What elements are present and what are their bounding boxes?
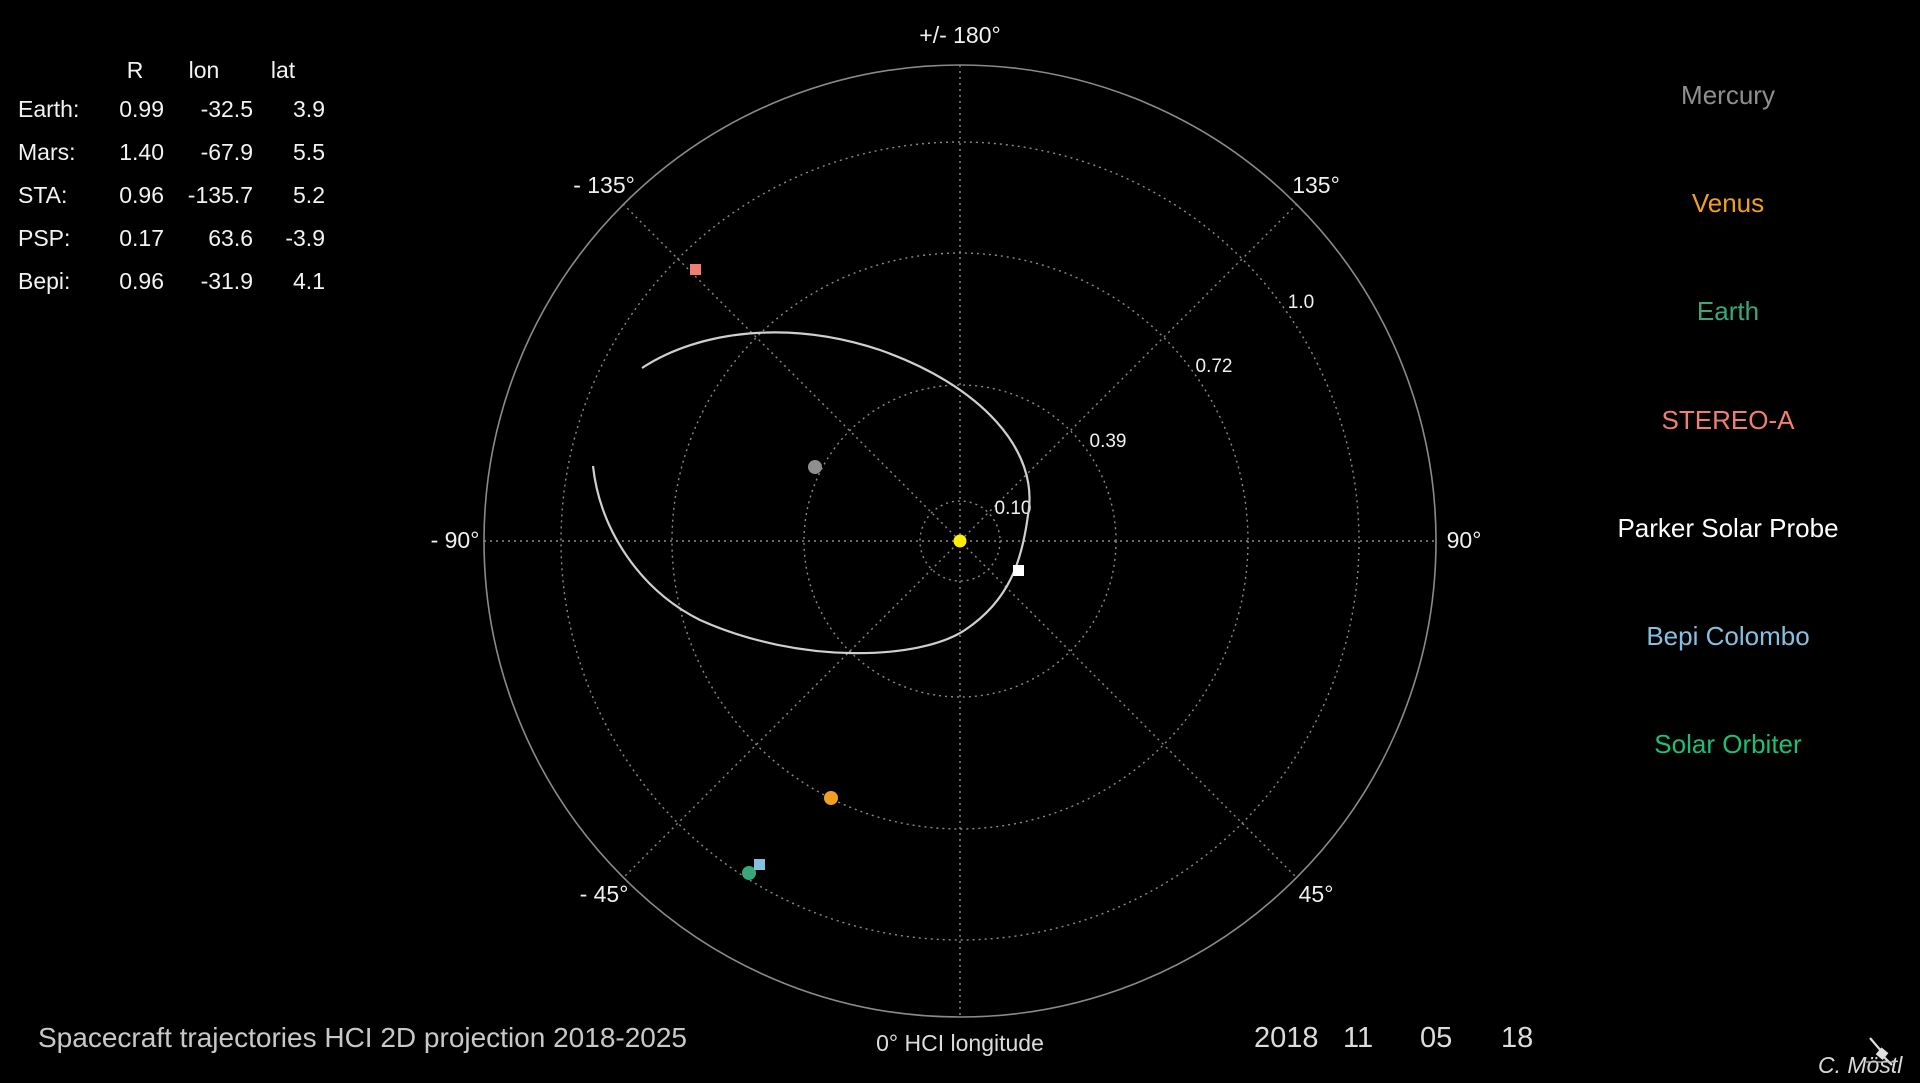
row-lon: -31.9 [200,268,253,294]
angle-label-180: +/- 180° [919,22,1000,48]
legend-item-earth: Earth [1696,296,1760,326]
radius-label-039: 0.39 [1090,431,1127,452]
row-r: 0.96 [119,268,164,294]
row-lon: -67.9 [200,139,253,165]
author-credit: C. Möstl [1818,1052,1903,1078]
row-lat: 5.5 [293,139,325,165]
diagram-title: Spacecraft trajectories HCI 2D projectio… [38,1022,688,1053]
angle-label-45: 45° [1299,881,1334,907]
row-lon: -135.7 [187,182,253,208]
venus-marker [824,791,838,805]
mercury-marker [808,460,822,474]
row-r: 0.99 [119,96,164,122]
date-month: 11 [1343,1022,1374,1054]
row-lat: 5.2 [293,182,325,208]
stereo-a-marker [690,264,701,275]
header-r: R [126,57,144,83]
bepi-colombo-marker [754,859,765,870]
psp-trajectory [591,331,1031,655]
legend-item-mercury: Mercury [1681,80,1775,110]
radius-label-1: 1.0 [1288,292,1314,313]
header-lon: lon [188,57,220,83]
row-lat: -3.9 [285,225,325,251]
angle-label-135: 135° [1292,172,1340,198]
row-r: 0.17 [119,225,164,251]
date-hour: 18 [1501,1022,1534,1054]
row-r: 0.96 [119,182,164,208]
legend-item-bepi-colombo: Bepi Colombo [1646,621,1810,651]
angle-label-90: 90° [1447,527,1482,553]
earth-marker [742,866,756,880]
grid-ring-1au [560,141,1360,941]
row-name: Mars: [18,139,76,165]
satellite-icon [1866,1037,1896,1066]
row-name: Bepi: [18,268,71,294]
radius-label-072: 0.72 [1196,356,1233,377]
legend-item-parker-solar-probe: Parker Solar Probe [1617,513,1839,543]
sun-marker [953,534,967,548]
date-day: 05 [1420,1022,1453,1054]
row-name: STA: [18,182,68,208]
date-year: 2018 [1254,1022,1319,1054]
header-lat: lat [270,57,296,83]
row-lat: 4.1 [293,268,325,294]
legend-item-venus: Venus [1691,188,1765,218]
row-name: Earth: [18,96,80,122]
parker-solar-probe-marker [1013,565,1024,576]
row-lon: 63.6 [208,225,253,251]
axis-caption: 0° HCI longitude [876,1030,1044,1056]
angle-label-minus-45: - 45° [580,881,629,907]
radius-label-010: 0.10 [995,498,1032,519]
row-lat: 3.9 [293,96,325,122]
angle-label-minus-135: - 135° [573,172,635,198]
legend-item-solar-orbiter: Solar Orbiter [1654,729,1802,759]
row-name: PSP: [18,225,71,251]
angle-label-minus-90: - 90° [431,527,480,553]
row-lon: -32.5 [200,96,253,122]
row-r: 1.40 [119,139,164,165]
legend-item-stereo-a: STEREO-A [1661,405,1795,435]
